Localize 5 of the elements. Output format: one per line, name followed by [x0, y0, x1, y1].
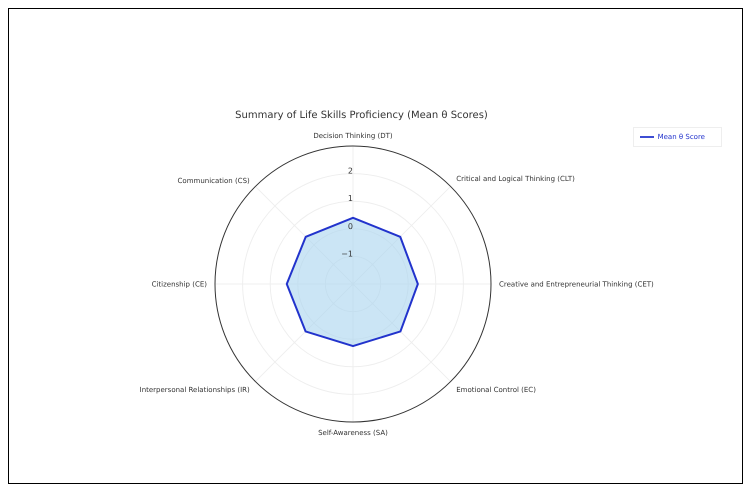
y-tick-label: 2 — [348, 166, 353, 176]
y-tick-label: −1 — [341, 249, 353, 258]
chart-title: Summary of Life Skills Proficiency (Mean θ Scores) — [234, 110, 489, 121]
y-tick-label: 0 — [348, 222, 353, 231]
y-tick-label: 1 — [348, 194, 353, 204]
